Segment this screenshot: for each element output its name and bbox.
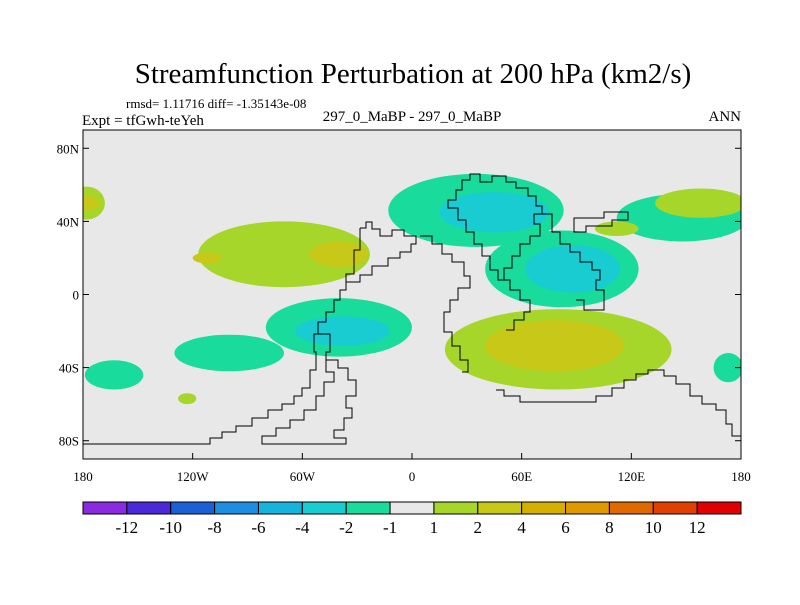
x-tick-label-0: 180	[73, 469, 93, 484]
y-tick-label-4: 80S	[59, 434, 79, 449]
colorbar-label-8: 2	[474, 518, 483, 537]
colorbar-swatch-5	[301, 501, 347, 515]
colorbar-label-11: 8	[605, 518, 614, 537]
anomaly-contour-11	[525, 245, 621, 293]
colorbar-label-4: -4	[295, 518, 310, 537]
anomaly-contour-7	[439, 192, 550, 233]
colorbar-label-7: 1	[430, 518, 439, 537]
colorbar-swatch-12	[608, 501, 654, 515]
coastline-eurasia	[447, 173, 543, 281]
coastline-americas-inner	[261, 228, 361, 445]
colorbar-swatch-1	[126, 501, 172, 515]
colorbar-swatch-8	[433, 501, 479, 515]
colorbar-label-0: -12	[116, 518, 139, 537]
anomaly-contour-17	[174, 334, 285, 372]
colorbar-swatch-4	[257, 501, 303, 515]
x-axis: 180 120W 60W 0 60E 120E 180	[73, 453, 751, 484]
anomaly-contour-4	[309, 241, 369, 268]
y-tick-label-0: 80N	[57, 141, 80, 156]
coastline-asia-east	[542, 213, 605, 311]
y-tick-label-1: 40N	[57, 214, 80, 229]
colorbar-swatch-10	[521, 501, 567, 515]
stats-line: rmsd= 1.11716 diff= -1.35143e-08	[126, 96, 306, 111]
chart-title: Streamfunction Perturbation at 200 hPa (…	[135, 58, 692, 90]
y-tick-label-3: 40S	[59, 361, 79, 376]
colorbar-label-6: -1	[383, 518, 397, 537]
colorbar-label-9: 4	[517, 518, 526, 537]
expt-label: Expt = tfGwh-teYeh	[82, 113, 204, 129]
colorbar-label-10: 6	[561, 518, 570, 537]
colorbar-swatch-6	[345, 501, 391, 515]
anomaly-contour-2	[83, 199, 94, 207]
x-tick-label-5: 120E	[618, 469, 646, 484]
y-axis: 80N 40N 0 40S 80S	[57, 141, 741, 449]
colorbar-label-3: -6	[251, 518, 265, 537]
map-background	[83, 130, 741, 459]
anomaly-contour-20	[178, 393, 197, 405]
colorbar-label-5: -2	[339, 518, 353, 537]
x-tick-label-6: 180	[731, 469, 751, 484]
colorbar: -12 -10 -8 -6 -4 -2 -1 1 2 4 6 8 10 12	[82, 501, 742, 537]
colorbar-swatch-13	[652, 501, 698, 515]
anomaly-layer	[83, 173, 741, 405]
anomaly-contour-5	[192, 252, 222, 264]
anomaly-contour-3	[198, 221, 370, 288]
anomaly-contour-12	[594, 221, 639, 237]
anomaly-contour-9	[655, 188, 741, 218]
colorbar-swatch-7	[389, 501, 435, 515]
coastlines	[83, 173, 741, 445]
colorbar-swatch-0	[82, 501, 128, 515]
x-tick-label-3: 0	[409, 469, 416, 484]
coastline-americas	[83, 221, 417, 445]
anomaly-contour-19	[713, 352, 741, 383]
x-tick-label-2: 60W	[290, 469, 316, 484]
colorbar-swatch-3	[214, 501, 259, 515]
x-tick-label-4: 60E	[511, 469, 532, 484]
coastline-africa	[420, 235, 471, 373]
colorbar-label-13: 12	[689, 518, 706, 537]
colorbar-label-1: -10	[159, 518, 182, 537]
anomaly-contour-16	[485, 320, 625, 372]
colorbar-swatch-11	[565, 501, 610, 515]
coastline-japan	[573, 211, 629, 233]
x-tick-label-1: 120W	[177, 469, 210, 484]
y-tick-label-2: 0	[73, 288, 80, 303]
colorbar-swatch-2	[170, 501, 216, 515]
case-label: 297_0_MaBP - 297_0_MaBP	[323, 109, 502, 125]
coastline-arabia	[498, 279, 531, 331]
colorbar-swatch-14	[696, 501, 742, 515]
anomaly-contour-14	[295, 316, 391, 346]
coastline-australia	[496, 369, 741, 437]
season-label: ANN	[709, 109, 742, 125]
colorbar-label-12: 10	[645, 518, 662, 537]
colorbar-label-2: -8	[208, 518, 222, 537]
colorbar-swatch-9	[477, 501, 523, 515]
anomaly-contour-18	[84, 360, 144, 390]
